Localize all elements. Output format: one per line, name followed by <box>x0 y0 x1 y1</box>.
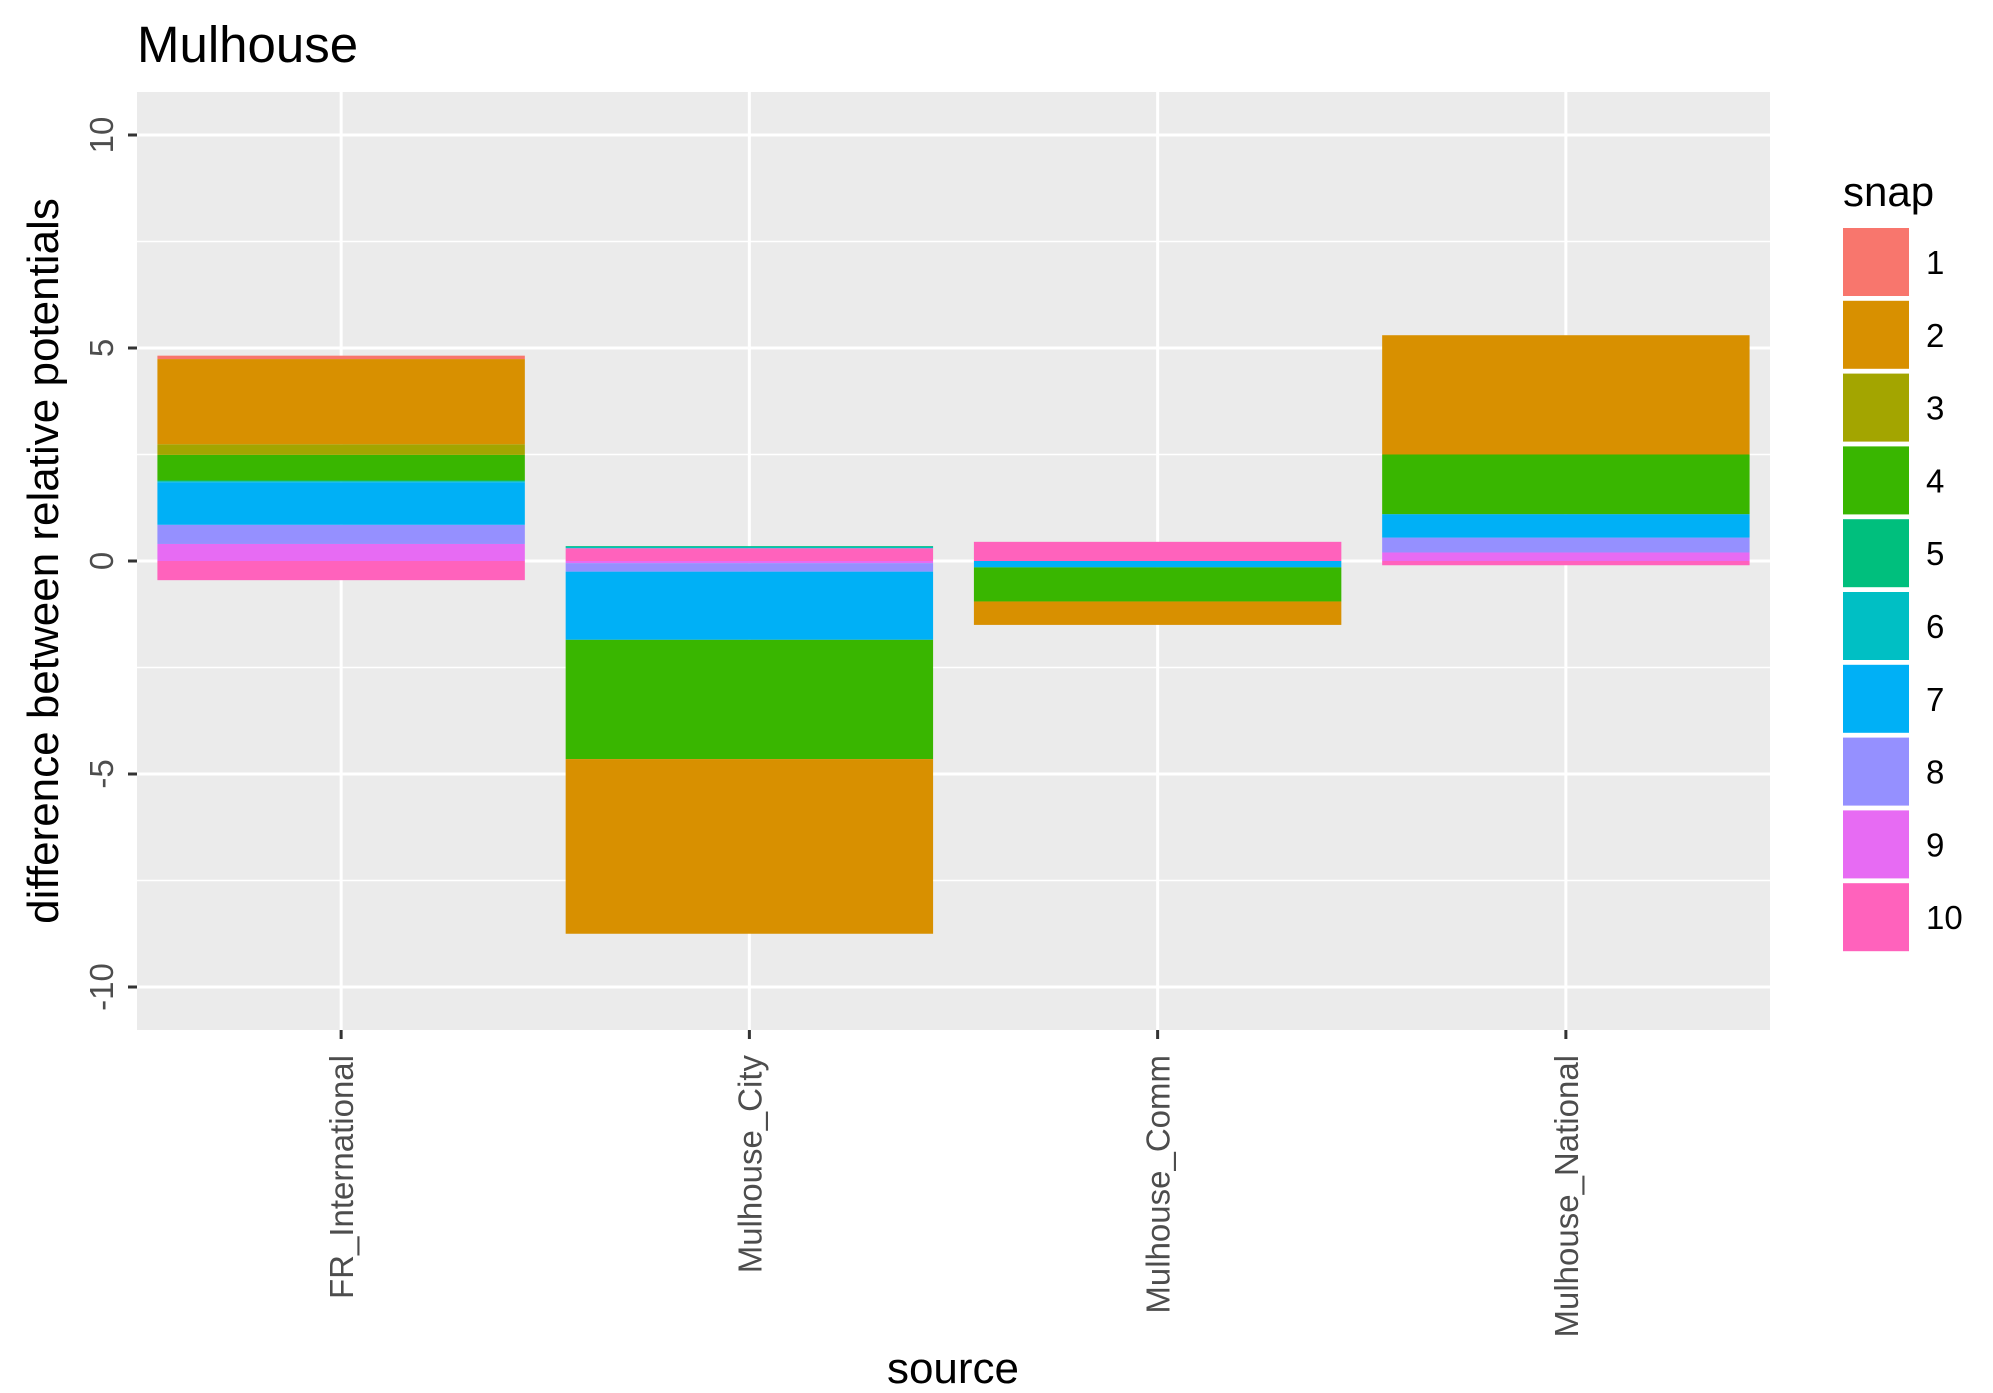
bar-segment-Mulhouse_National-snap-4 <box>1382 454 1750 515</box>
legend-label: 5 <box>1926 535 1944 572</box>
legend-label: 7 <box>1926 681 1944 718</box>
bar-segment-FR_International-snap-9 <box>157 543 525 561</box>
y-tick-label: 0 <box>83 552 120 570</box>
bar-segment-FR_International-snap-10 <box>157 561 525 581</box>
legend-key-snap-4 <box>1843 446 1909 515</box>
x-axis-title: source <box>887 1344 1019 1393</box>
bar-segment-FR_International-snap-7 <box>157 482 525 525</box>
legend-key-snap-3 <box>1843 373 1909 442</box>
bars <box>157 335 1750 934</box>
legend-label: 1 <box>1926 244 1944 281</box>
legend-label: 9 <box>1926 826 1944 863</box>
y-tick-label: -10 <box>83 963 120 1011</box>
bar-segment-Mulhouse_Comm-snap-10 <box>973 541 1342 561</box>
bar-segment-FR_International-snap-3 <box>157 444 525 455</box>
axes: -10 -5 0 5 10 FR_International Mulhouse_City Mu… <box>83 117 1585 1338</box>
legend-key-snap-6 <box>1843 592 1909 660</box>
y-axis-title: difference between relative potentials <box>19 198 68 924</box>
y-tick-label: 5 <box>83 339 120 357</box>
bar-segment-FR_International-snap-4 <box>157 454 525 481</box>
y-tick-label: 10 <box>83 117 120 154</box>
y-tick-label: -5 <box>83 759 120 788</box>
legend-title: snap <box>1843 168 1934 215</box>
legend-key-snap-8 <box>1843 737 1909 806</box>
bar-segment-Mulhouse_National-snap-10 <box>1382 561 1750 566</box>
bar-segment-FR_International-snap-8 <box>157 524 525 544</box>
legend-label: 10 <box>1926 899 1963 936</box>
legend: snap 1 2 3 4 5 6 7 8 9 10 <box>1843 168 1963 952</box>
legend-key-snap-10 <box>1843 883 1909 952</box>
legend-label: 4 <box>1926 462 1944 499</box>
legend-label: 3 <box>1926 390 1944 427</box>
bar-segment-Mulhouse_Comm-snap-4 <box>973 567 1342 602</box>
bar-segment-Mulhouse_Comm-snap-7 <box>973 561 1342 568</box>
bar-segment-Mulhouse_City-snap-4 <box>565 639 934 760</box>
x-tick-label: FR_International <box>323 1055 360 1299</box>
legend-key-snap-9 <box>1843 810 1909 879</box>
legend-label: 8 <box>1926 754 1944 791</box>
bar-segment-Mulhouse_National-snap-9 <box>1382 552 1750 561</box>
bar-segment-Mulhouse_City-snap-8 <box>565 563 934 572</box>
bar-segment-Mulhouse_City-snap-10 <box>565 548 934 561</box>
x-tick-label: Mulhouse_City <box>731 1055 768 1274</box>
legend-key-snap-5 <box>1843 519 1909 588</box>
bar-segment-Mulhouse_City-snap-6 <box>565 546 934 549</box>
bar-segment-Mulhouse_Comm-snap-2 <box>973 601 1342 625</box>
legend-key-snap-1 <box>1843 228 1909 296</box>
bar-segment-FR_International-snap-2 <box>157 359 525 445</box>
bar-segment-FR_International-snap-5 <box>157 480 525 482</box>
bar-segment-FR_International-snap-1 <box>157 355 525 360</box>
bar-segment-Mulhouse_City-snap-7 <box>565 571 934 640</box>
bar-segment-Mulhouse_National-snap-2 <box>1382 335 1750 455</box>
legend-label: 2 <box>1926 317 1944 354</box>
legend-label: 6 <box>1926 608 1944 645</box>
bar-segment-Mulhouse_City-snap-9 <box>565 561 934 564</box>
legend-key-snap-2 <box>1843 300 1909 369</box>
legend-key-snap-7 <box>1843 664 1909 733</box>
bar-segment-Mulhouse_City-snap-2 <box>565 759 934 934</box>
bar-segment-Mulhouse_National-snap-7 <box>1382 514 1750 538</box>
bar-segment-Mulhouse_City-snap-5 <box>565 546 934 547</box>
x-tick-label: Mulhouse_Comm <box>1140 1055 1177 1314</box>
chart-title: Mulhouse <box>137 16 358 73</box>
x-tick-label: Mulhouse_National <box>1548 1055 1585 1338</box>
bar-segment-FR_International-snap-6 <box>157 481 525 483</box>
bar-segment-Mulhouse_National-snap-8 <box>1382 537 1750 553</box>
